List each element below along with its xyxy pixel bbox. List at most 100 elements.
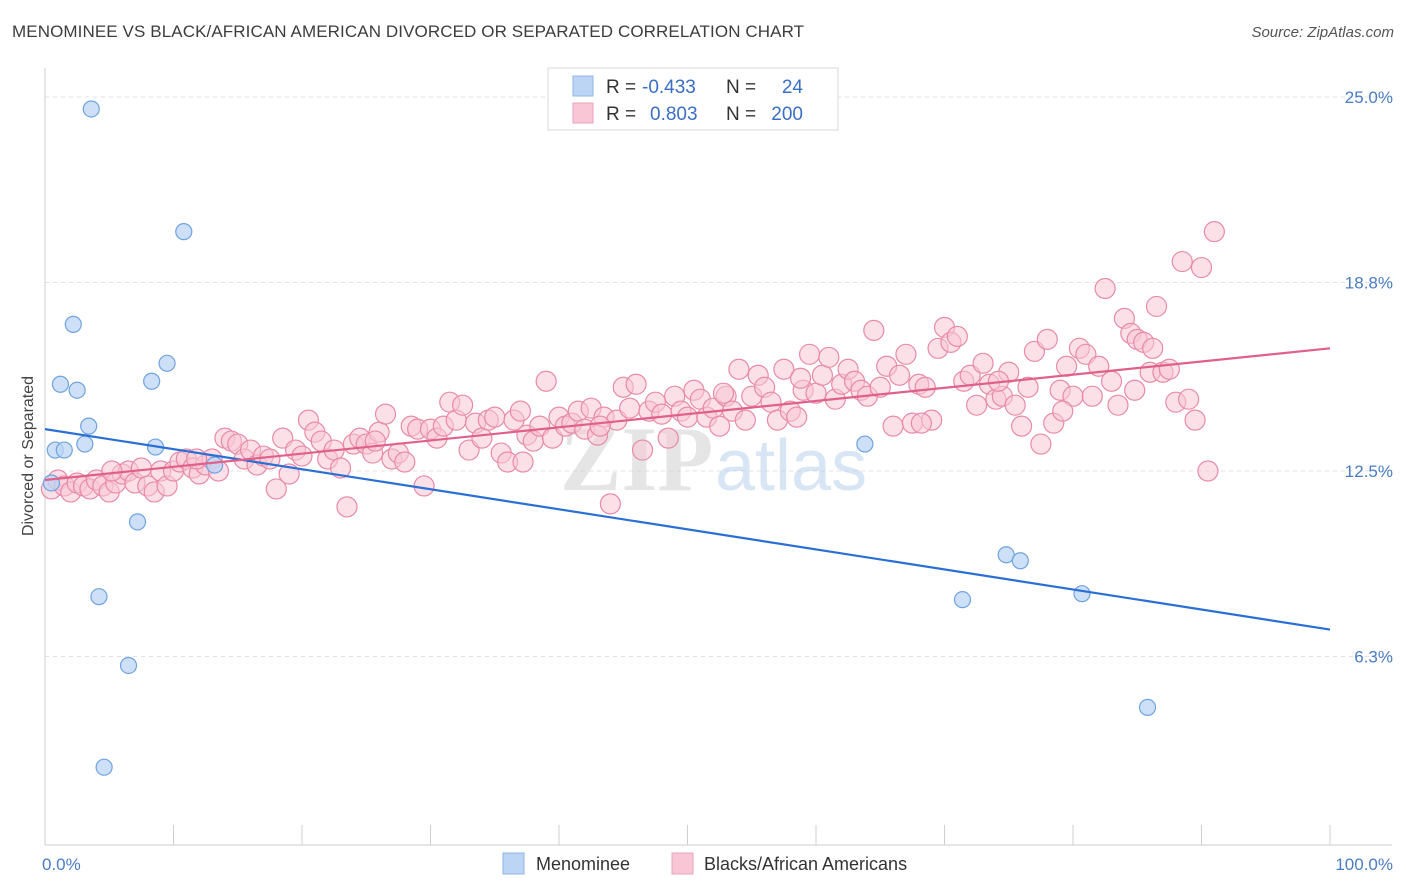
point-black (599, 493, 622, 515)
point-black (329, 457, 352, 479)
point-black (728, 358, 750, 380)
legend-r-label-2: R = (606, 104, 636, 125)
point-black (394, 451, 416, 473)
legend-r-value-1: -0.433 (642, 77, 696, 98)
point-black (535, 370, 557, 392)
point-black (972, 352, 994, 374)
point-black (869, 376, 891, 398)
point-black (291, 445, 313, 467)
point-black (657, 427, 679, 449)
data-points (40, 100, 1225, 776)
point-black (1010, 415, 1033, 437)
bottom-legend-swatch-black (671, 852, 694, 875)
point-black (1158, 358, 1180, 380)
point-black (966, 394, 988, 416)
point-black (1107, 394, 1129, 416)
point-black (789, 367, 812, 389)
legend-box (547, 67, 839, 131)
point-black (1094, 277, 1116, 300)
point-black (101, 460, 123, 482)
point-black (471, 427, 493, 449)
point-black (895, 343, 917, 365)
bottom-legend-swatch-menominee (502, 852, 525, 875)
point-menominee (51, 375, 70, 393)
bottom-legend-label-menominee: Menominee (536, 854, 630, 874)
point-black (625, 373, 647, 395)
tick-labels: 6.3% 12.5% 18.8% 25.0% 0.0% 100.0% (42, 88, 1393, 874)
point-black (509, 400, 532, 422)
point-black (1036, 328, 1058, 350)
point-menominee (76, 435, 94, 453)
legend-n-label-2: N = (726, 104, 756, 125)
axes (44, 68, 1392, 846)
y-tick-label: 12.5% (1345, 462, 1393, 481)
y-tick-label: 25.0% (1345, 88, 1393, 107)
point-menominee (953, 591, 972, 609)
point-black (631, 439, 654, 461)
point-black (786, 406, 808, 428)
point-black (364, 430, 386, 452)
watermark: ZIP atlas (560, 408, 867, 510)
point-menominee (1073, 585, 1091, 603)
legend-swatch-black (572, 102, 594, 124)
point-black (1004, 394, 1026, 416)
y-tick-label: 18.8% (1345, 274, 1393, 293)
point-black (811, 364, 834, 386)
point-black (914, 376, 936, 398)
chart-source: Source: ZipAtlas.com (1251, 24, 1394, 41)
point-black (882, 415, 904, 437)
point-black (619, 397, 641, 419)
legend-r-label-1: R = (606, 77, 636, 98)
point-black (452, 394, 474, 416)
x-tick-label: 0.0% (42, 855, 81, 874)
point-menominee (206, 456, 224, 474)
point-black (1052, 400, 1074, 422)
point-black (1178, 388, 1200, 410)
point-black (336, 496, 358, 518)
legend-n-value-1: 24 (782, 77, 804, 98)
point-black (512, 451, 534, 473)
point-menominee (68, 381, 86, 399)
point-menominee (158, 354, 176, 372)
point-menominee (82, 100, 100, 118)
chart-title: MENOMINEE VS BLACK/AFRICAN AMERICAN DIVO… (12, 22, 805, 41)
point-black (888, 364, 911, 386)
grid-lines (45, 96, 1392, 658)
point-black (1190, 256, 1213, 279)
point-black (1055, 355, 1078, 377)
legend-swatch-menominee (572, 75, 594, 97)
point-black (910, 412, 932, 434)
bottom-legend-label-black: Blacks/African Americans (704, 854, 907, 874)
point-menominee (80, 417, 98, 435)
point-black (863, 319, 885, 341)
point-black (712, 382, 735, 404)
point-black (374, 403, 397, 425)
point-black (1081, 385, 1103, 407)
point-black (734, 409, 756, 431)
point-black (1203, 221, 1225, 243)
bottom-legend: Menominee Blacks/African Americans (502, 852, 907, 875)
legend-n-value-2: 200 (771, 104, 803, 125)
point-black (1145, 295, 1168, 318)
point-black (265, 478, 287, 500)
watermark-atlas: atlas (715, 426, 867, 506)
point-black (1124, 379, 1146, 401)
point-black (676, 406, 699, 428)
point-black (413, 475, 435, 497)
point-menominee (64, 315, 82, 333)
point-menominee (175, 223, 193, 241)
point-black (1017, 376, 1039, 398)
point-black (1142, 337, 1164, 359)
point-menominee (42, 474, 61, 492)
point-black (1030, 433, 1052, 455)
trend-line-menominee (44, 428, 1331, 631)
point-menominee (143, 372, 161, 390)
point-black (1100, 370, 1123, 392)
legend: R = -0.433 N = 24 R = 0.803 N = 200 (547, 67, 839, 131)
point-black (798, 343, 821, 365)
point-menominee (1011, 552, 1029, 570)
point-black (484, 406, 506, 428)
y-axis-label: Divorced or Separated (20, 376, 37, 536)
point-menominee (856, 435, 874, 453)
x-tick-label: 100.0% (1335, 855, 1393, 874)
